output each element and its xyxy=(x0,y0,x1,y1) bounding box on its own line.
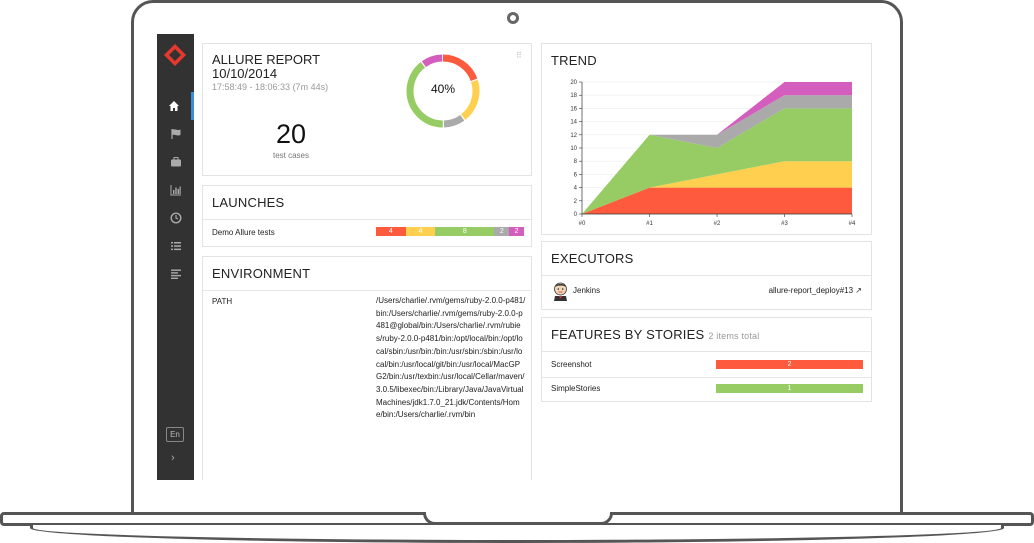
trend-x-tick-label[interactable]: #1 xyxy=(646,221,653,227)
briefcase-icon[interactable] xyxy=(157,148,194,176)
test-case-count-label: test cases xyxy=(272,151,309,160)
env-value-path: /Users/charlie/.rvm/gems/ruby-2.0.0-p481… xyxy=(376,296,526,420)
trend-widget: TREND 0 2 4 6 8 10 12 14 16 18 20 #0 #1 #2 #3 #4 xyxy=(541,43,872,235)
trend-y-tick-label: 18 xyxy=(570,93,577,99)
divider xyxy=(203,290,531,291)
test-case-count: 20 xyxy=(275,119,307,149)
camera-icon xyxy=(507,12,519,24)
environment-widget: ENVIRONMENT PATH /Users/charlie/.rvm/gem… xyxy=(202,256,532,480)
language-button[interactable]: En xyxy=(166,427,184,442)
trend-y-tick-label: 0 xyxy=(574,212,578,218)
allure-logo-icon[interactable] xyxy=(163,43,187,67)
trend-area-unknown xyxy=(582,82,852,214)
feature-bar-simplestories[interactable]: 1 xyxy=(716,384,863,393)
jenkins-avatar-icon xyxy=(554,282,567,301)
trend-y-tick-label: 20 xyxy=(570,80,577,86)
launch-name[interactable]: Demo Allure tests xyxy=(212,228,275,237)
donut-slice-passed xyxy=(406,54,480,128)
drag-handle-icon[interactable]: ⠿ xyxy=(516,51,522,60)
divider xyxy=(542,275,871,276)
launches-title: LAUNCHES xyxy=(212,195,285,210)
divider xyxy=(542,351,871,352)
executor-build-link[interactable]: allure-report_deploy#13 ↗ xyxy=(769,286,862,295)
executor-build-label: allure-report_deploy#13 xyxy=(768,286,854,295)
bar-chart-icon[interactable] xyxy=(157,176,194,204)
divider xyxy=(203,219,531,220)
trend-chart: 0 2 4 6 8 10 12 14 16 18 20 #0 #1 #2 #3 #4 xyxy=(570,80,856,227)
launch-segment-skipped[interactable]: 2 xyxy=(494,227,510,236)
launch-segment-failed[interactable]: 4 xyxy=(376,227,406,236)
app-screen: En › ALLURE REPORT 10/10/2014 17:58:49 -… xyxy=(157,34,877,480)
feature-name-simplestories[interactable]: SimpleStories xyxy=(551,384,601,393)
features-title-label: FEATURES BY STORIES xyxy=(551,327,705,342)
trend-y-tick-label: 14 xyxy=(570,120,577,126)
trend-y-tick-label: 16 xyxy=(570,106,577,112)
launch-segment-broken[interactable]: 4 xyxy=(405,227,436,236)
features-widget: FEATURES BY STORIES 2 items total Screens… xyxy=(541,317,872,402)
clock-icon[interactable] xyxy=(157,204,194,232)
environment-title: ENVIRONMENT xyxy=(212,266,311,281)
trend-y-tick-label: 8 xyxy=(574,159,578,165)
trend-x-tick-label[interactable]: #3 xyxy=(781,221,788,227)
status-donut-chart xyxy=(406,54,480,128)
trend-y-tick-label: 10 xyxy=(570,146,577,152)
laptop-base-bottom xyxy=(30,525,1004,543)
trend-y-tick-label: 12 xyxy=(570,133,577,139)
summary-widget: ALLURE REPORT 10/10/2014 17:58:49 - 18:0… xyxy=(202,43,532,176)
executors-title: EXECUTORS xyxy=(551,251,634,266)
align-left-icon[interactable] xyxy=(157,260,194,288)
report-title: ALLURE REPORT 10/10/2014 xyxy=(212,53,320,81)
external-link-icon: ↗ xyxy=(855,286,862,295)
report-time-range: 17:58:49 - 18:06:33 (7m 44s) xyxy=(212,82,329,92)
env-key-path: PATH xyxy=(212,297,233,306)
donut-slice-broken xyxy=(406,54,480,128)
home-icon[interactable] xyxy=(157,92,194,120)
trend-y-tick-label: 2 xyxy=(574,199,578,205)
trend-x-tick-label[interactable]: #2 xyxy=(714,221,721,227)
features-title: FEATURES BY STORIES 2 items total xyxy=(551,327,759,342)
executor-name: Jenkins xyxy=(573,286,601,295)
launch-segment-unknown[interactable]: 2 xyxy=(509,227,524,236)
trend-x-tick-label[interactable]: #0 xyxy=(579,221,586,227)
sidebar: En › xyxy=(157,34,194,480)
expand-sidebar-icon[interactable]: › xyxy=(171,452,175,464)
trend-x-tick-label[interactable]: #4 xyxy=(849,221,856,227)
report-name: ALLURE REPORT xyxy=(212,52,321,67)
feature-name-screenshot[interactable]: Screenshot xyxy=(551,360,592,369)
report-date: 10/10/2014 xyxy=(212,66,278,81)
flag-icon[interactable] xyxy=(157,120,194,148)
executors-widget: EXECUTORS Jenkins allure-report_deploy#1… xyxy=(541,241,872,310)
laptop-notch xyxy=(423,512,613,525)
list-icon[interactable] xyxy=(157,232,194,260)
feature-bar-screenshot[interactable]: 2 xyxy=(716,360,863,369)
pass-percentage: 40% xyxy=(430,82,456,96)
donut-slice-failed xyxy=(406,54,480,128)
trend-y-tick-label: 4 xyxy=(574,186,578,192)
features-total: 2 items total xyxy=(708,331,760,341)
trend-title: TREND xyxy=(551,53,597,68)
trend-y-tick-label: 6 xyxy=(574,172,578,178)
trend-area-failed xyxy=(582,187,852,214)
launch-segment-passed[interactable]: 8 xyxy=(435,227,495,236)
trend-area-skipped xyxy=(582,95,852,214)
divider xyxy=(542,377,871,378)
laptop-base xyxy=(0,512,1034,543)
